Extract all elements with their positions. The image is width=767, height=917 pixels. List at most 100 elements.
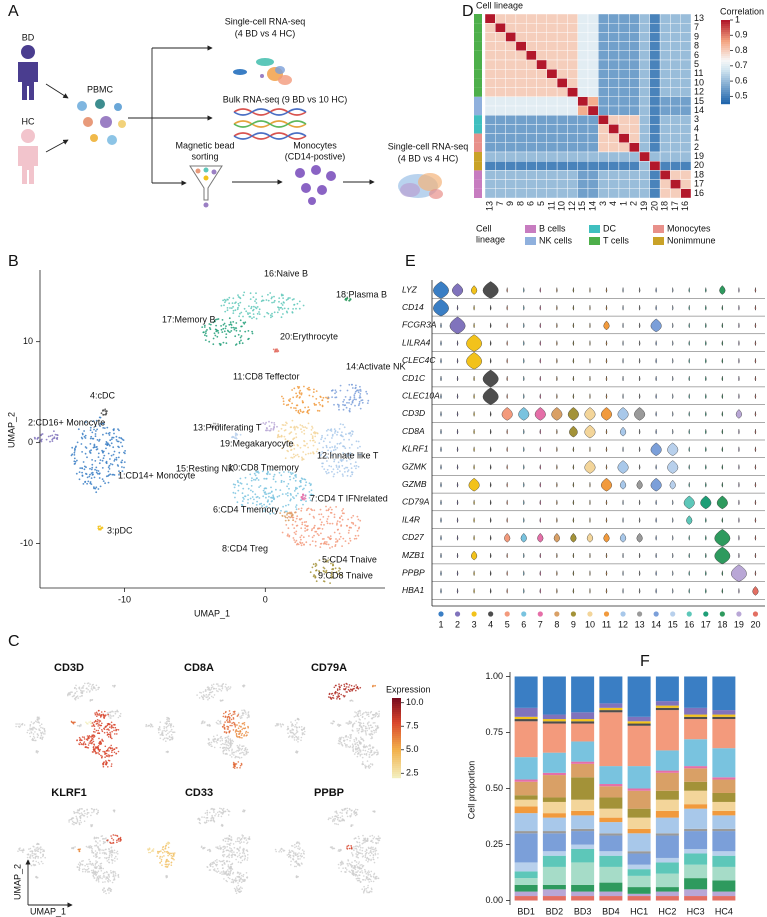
- cell-point: [367, 874, 369, 876]
- cell-point: [350, 864, 352, 866]
- cell-point: [99, 713, 101, 715]
- cell-point: [311, 429, 313, 431]
- cell-point: [259, 308, 261, 310]
- cell-point: [219, 685, 221, 687]
- cell-point: [281, 316, 283, 318]
- heatmap-cell: [578, 88, 588, 97]
- cell-point: [331, 512, 333, 514]
- cell-point: [374, 722, 376, 724]
- feature-cluster: [237, 834, 250, 844]
- cell-point: [229, 725, 231, 727]
- cell-point: [165, 848, 167, 850]
- cell-point: [72, 722, 74, 724]
- cell-point: [220, 723, 222, 725]
- cell-point: [301, 856, 303, 858]
- cell-point: [108, 736, 110, 738]
- cell-point: [214, 694, 216, 696]
- cell-point: [216, 318, 218, 320]
- cell-point: [84, 865, 86, 867]
- cell-point: [295, 720, 297, 722]
- cell-point: [363, 723, 365, 725]
- cell-point: [340, 536, 342, 538]
- cell-point: [373, 859, 375, 861]
- heatmap-cell: [640, 69, 650, 78]
- cell-point: [225, 712, 227, 714]
- cell-point: [377, 842, 379, 844]
- cell-point: [168, 852, 170, 854]
- feature-cluster: [372, 685, 376, 688]
- heatmap-cell: [660, 106, 670, 115]
- cell-point: [365, 855, 367, 857]
- cell-point: [342, 863, 344, 865]
- legend-title: Expression: [386, 684, 431, 694]
- cell-point: [268, 313, 270, 315]
- cell-point: [334, 447, 336, 449]
- cell-point: [337, 541, 339, 543]
- cell-point: [88, 863, 90, 865]
- heatmap-cell: [598, 124, 608, 133]
- cell-point: [233, 843, 235, 845]
- cell-point: [85, 437, 87, 439]
- cell-point: [245, 735, 247, 737]
- cell-point: [105, 714, 107, 716]
- feature-cluster: [90, 824, 93, 827]
- cell-point: [304, 524, 306, 526]
- cell-point: [232, 321, 234, 323]
- cell-point: [231, 749, 233, 751]
- cell-point: [303, 499, 305, 501]
- cell-point: [229, 721, 231, 723]
- cell-point: [313, 391, 315, 393]
- cell-point: [100, 868, 102, 870]
- cell-point: [340, 817, 342, 819]
- cell-point: [319, 546, 321, 548]
- cell-point: [231, 851, 233, 853]
- cell-point: [341, 812, 343, 814]
- cell-point: [216, 329, 218, 331]
- cell-point: [365, 859, 367, 861]
- cell-point: [118, 457, 120, 459]
- cell-point: [362, 749, 364, 751]
- cell-point: [113, 727, 115, 729]
- cell-point: [323, 567, 325, 569]
- cell-point: [366, 873, 368, 875]
- cell-point: [105, 893, 107, 895]
- mini-umap: [233, 58, 292, 85]
- cell-point: [358, 752, 360, 754]
- cell-point: [324, 581, 326, 583]
- cell-point: [334, 820, 336, 822]
- cell-point: [256, 478, 258, 480]
- cell-point: [115, 730, 117, 732]
- heatmap-cell: [485, 106, 495, 115]
- cell-point: [83, 736, 85, 738]
- cell-point: [355, 690, 357, 692]
- feature-cluster: [92, 870, 119, 883]
- cell-point: [102, 467, 104, 469]
- colorbar-step: [392, 748, 401, 750]
- cell-point: [46, 439, 48, 441]
- cell-point: [220, 847, 222, 849]
- cell-point: [102, 838, 104, 840]
- cell-point: [364, 765, 366, 767]
- cell-point: [365, 391, 367, 393]
- cell-point: [293, 456, 295, 458]
- cell-point: [292, 299, 294, 301]
- cell-point: [281, 481, 283, 483]
- cell-point: [96, 721, 98, 723]
- cell-point: [368, 881, 370, 883]
- cell-point: [78, 428, 80, 430]
- cell-point: [234, 879, 236, 881]
- cell-point: [241, 882, 243, 884]
- cell-point: [221, 873, 223, 875]
- cell-point: [93, 741, 95, 743]
- cell-point: [248, 305, 250, 307]
- cell-point: [221, 331, 223, 333]
- cell-point: [86, 846, 88, 848]
- cell-point: [320, 396, 322, 398]
- cell-point: [282, 493, 284, 495]
- cell-point: [96, 730, 98, 732]
- cell-point: [341, 510, 343, 512]
- cell-point: [221, 684, 223, 686]
- cell-point: [292, 308, 294, 310]
- cell-point: [239, 753, 241, 755]
- cell-point: [289, 730, 291, 732]
